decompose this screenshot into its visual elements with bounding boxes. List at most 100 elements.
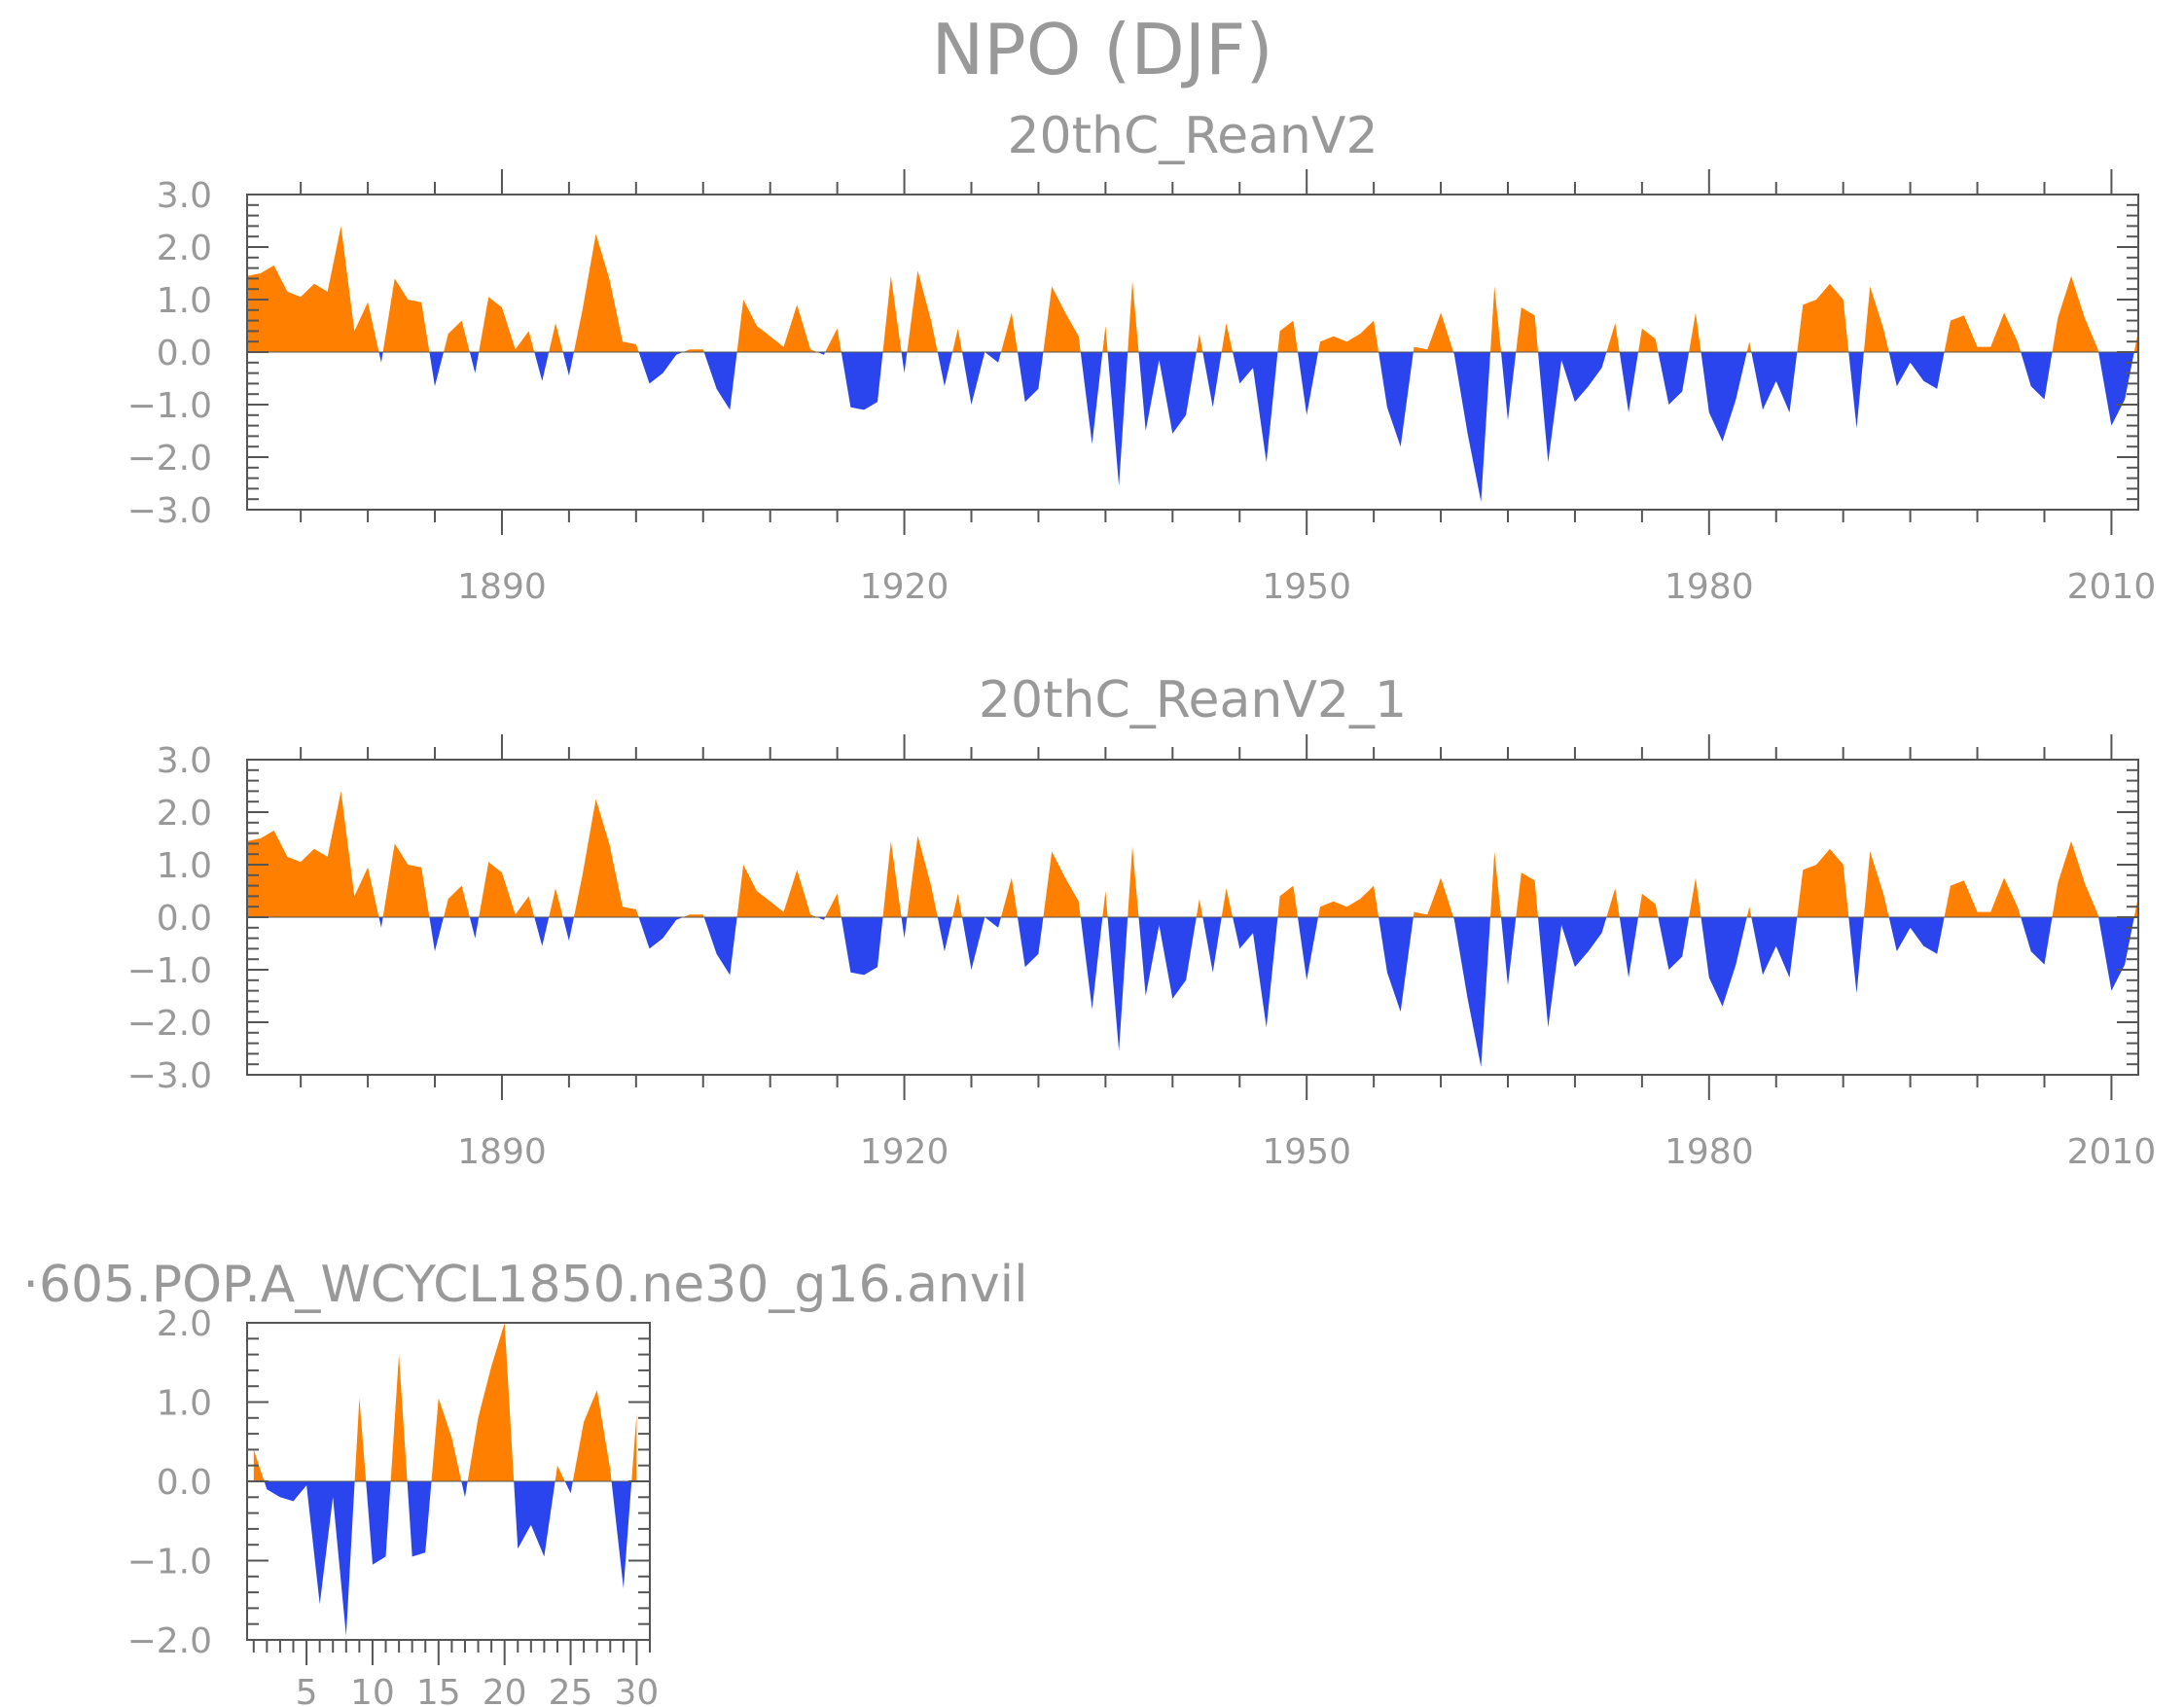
y-tick-label: 2.0 (157, 794, 212, 834)
y-tick-label: −2.0 (127, 1004, 212, 1044)
positive-anomaly-area-52 (1689, 312, 1701, 352)
x-tick-label: 5 (296, 1673, 318, 1707)
positive-anomaly-area-42 (1413, 312, 1453, 352)
negative-anomaly-area-1 (264, 1481, 355, 1636)
positive-anomaly-area-6 (479, 297, 535, 352)
positive-anomaly-area-20 (907, 836, 938, 917)
negative-anomaly-area-9 (562, 352, 574, 376)
negative-anomaly-area-29 (1080, 352, 1103, 445)
x-tick-label: 1980 (1665, 1132, 1754, 1172)
negative-anomaly-area-5 (469, 917, 480, 939)
positive-anomaly-area-40 (1318, 885, 1379, 917)
positive-anomaly-area-10 (555, 1465, 565, 1481)
negative-anomaly-area-53 (1701, 352, 1747, 442)
y-tick-label: 3.0 (157, 741, 212, 781)
positive-anomaly-area-2 (382, 843, 430, 917)
positive-anomaly-area-0 (253, 1449, 265, 1481)
negative-anomaly-area-61 (2021, 352, 2053, 400)
positive-anomaly-area-30 (1102, 326, 1108, 352)
positive-anomaly-area-60 (1944, 312, 2022, 352)
negative-anomaly-area-49 (1619, 352, 1638, 413)
x-tick-label: 25 (549, 1673, 593, 1707)
negative-anomaly-area-1 (378, 352, 383, 363)
positive-anomaly-area-46 (1516, 307, 1538, 352)
y-tick-label: −3.0 (127, 1056, 212, 1096)
negative-anomaly-area-9 (514, 1481, 555, 1557)
positive-anomaly-area-14 (736, 300, 817, 352)
positive-anomaly-area-10 (573, 233, 639, 352)
panel-pop-wcycl1850: ·605.POP.A_WCYCL1850.ne30_g16.anvil 2.0 1… (22, 1256, 1027, 1707)
positive-anomaly-area-22 (952, 328, 962, 352)
y-tick-label: −2.0 (127, 439, 212, 479)
y-tick-label: 0.0 (157, 899, 212, 939)
positive-anomaly-area-16 (825, 893, 841, 917)
positive-anomaly-area-20 (907, 270, 938, 352)
positive-anomaly-area-26 (1001, 877, 1018, 917)
negative-anomaly-area-13 (611, 1481, 632, 1588)
negative-anomaly-area-31 (1107, 352, 1128, 486)
negative-anomaly-area-53 (1701, 917, 1747, 1007)
negative-anomaly-area-11 (638, 352, 684, 384)
positive-anomaly-area-36 (1221, 323, 1234, 352)
positive-anomaly-area-16 (825, 328, 841, 352)
x-tick-label: 20 (483, 1673, 527, 1707)
negative-anomaly-area-19 (901, 917, 908, 939)
positive-anomaly-area-2 (354, 1398, 367, 1481)
negative-anomaly-area-41 (1378, 917, 1414, 1013)
positive-anomaly-area-4 (444, 320, 470, 352)
y-tick-label: −1.0 (127, 1543, 212, 1583)
panel-title: 20thC_ReanV2_1 (979, 671, 1407, 729)
negative-anomaly-area-21 (937, 352, 953, 387)
negative-anomaly-area-39 (1298, 352, 1318, 415)
x-tick-label: 10 (350, 1673, 395, 1707)
positive-anomaly-area-6 (479, 862, 535, 917)
negative-anomaly-area-45 (1501, 917, 1517, 986)
x-tick-label: 1920 (860, 567, 949, 607)
negative-anomaly-area-15 (817, 917, 826, 920)
panel-title: ·605.POP.A_WCYCL1850.ne30_g16.anvil (22, 1256, 1027, 1314)
positive-anomaly-area-18 (882, 840, 902, 917)
negative-anomaly-area-59 (1888, 352, 1945, 389)
y-tick-label: 3.0 (157, 176, 212, 216)
negative-anomaly-area-27 (1018, 352, 1044, 403)
negative-anomaly-area-63 (2098, 352, 2134, 426)
negative-anomaly-area-9 (562, 917, 574, 942)
negative-anomaly-area-33 (1138, 352, 1197, 434)
x-tick-label: 1920 (860, 1132, 949, 1172)
positive-anomaly-area-8 (549, 323, 563, 352)
negative-anomaly-area-35 (1202, 917, 1222, 973)
x-tick-label: 1950 (1262, 567, 1351, 607)
negative-anomaly-area-21 (937, 917, 953, 952)
positive-anomaly-area-0 (247, 226, 379, 352)
negative-anomaly-area-57 (1848, 352, 1864, 429)
positive-anomaly-area-58 (1863, 851, 1889, 917)
main-title: NPO (DJF) (931, 9, 1272, 90)
positive-anomaly-area-56 (1797, 283, 1849, 352)
positive-anomaly-area-32 (1128, 281, 1139, 352)
negative-anomaly-area-23 (962, 352, 985, 405)
positive-anomaly-area-48 (1606, 323, 1620, 352)
positive-anomaly-area-18 (882, 275, 902, 352)
negative-anomaly-area-55 (1751, 917, 1798, 978)
negative-anomaly-area-35 (1202, 352, 1222, 408)
x-tick-label: 1980 (1665, 567, 1754, 607)
y-tick-label: 0.0 (157, 1463, 212, 1503)
negative-anomaly-area-59 (1888, 917, 1945, 954)
positive-anomaly-area-60 (1944, 877, 2022, 917)
negative-anomaly-area-1 (378, 917, 383, 928)
negative-anomaly-area-49 (1619, 917, 1638, 978)
positive-anomaly-area-12 (683, 349, 704, 352)
positive-anomaly-area-36 (1221, 888, 1234, 917)
positive-anomaly-area-14 (631, 1413, 637, 1481)
positive-anomaly-area-46 (1516, 872, 1538, 917)
negative-anomaly-area-51 (1658, 352, 1690, 405)
positive-anomaly-area-44 (1490, 286, 1501, 352)
negative-anomaly-area-15 (817, 352, 826, 355)
positive-anomaly-area-34 (1196, 899, 1203, 917)
negative-anomaly-area-37 (1233, 352, 1278, 463)
positive-anomaly-area-38 (1277, 885, 1298, 917)
negative-anomaly-area-57 (1848, 917, 1864, 994)
x-tick-label: 1890 (457, 1132, 547, 1172)
y-tick-label: −1.0 (127, 386, 212, 426)
negative-anomaly-area-25 (985, 917, 1001, 928)
